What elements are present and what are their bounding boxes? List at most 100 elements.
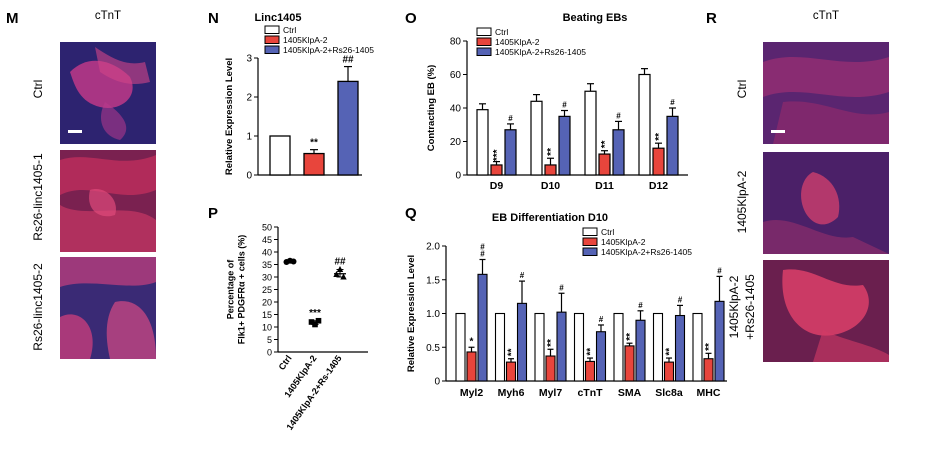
y-tick-label: 60: [450, 70, 462, 81]
legend-label: 1405KlpA-2+Rs26-1405: [495, 47, 586, 57]
y-tick-label: 30: [262, 273, 272, 283]
micrograph-r-klp-rs: [763, 260, 889, 362]
legend-swatch: [476, 37, 492, 46]
significance-mark: **: [546, 148, 557, 156]
significance-mark: **: [664, 348, 675, 356]
significance-mark: #: [678, 295, 683, 304]
significance-mark: #: [480, 242, 485, 251]
row-label-rs-r: +Rs26-1405: [743, 274, 757, 340]
significance-mark: #: [599, 315, 604, 324]
significance-mark: ##: [342, 55, 354, 66]
y-tick-label: 10: [262, 323, 272, 333]
significance-mark: #: [508, 114, 513, 123]
bar: [556, 311, 567, 382]
significance-mark: ***: [492, 149, 503, 161]
y-axis-label: Relative Expression Level: [224, 58, 235, 175]
bar: [476, 109, 489, 176]
significance-mark: #: [520, 271, 525, 280]
chart-o-beating-ebs: Beating EBs Ctrl1405KlpA-21405KlpA-2+Rs26…: [426, 12, 688, 192]
bar: [692, 312, 703, 382]
bar: [652, 147, 665, 176]
significance-mark: *: [470, 336, 474, 347]
bar: [584, 90, 597, 176]
panel-r-title: cTnT: [812, 10, 840, 22]
data-point: [336, 266, 344, 272]
bar: [612, 129, 625, 176]
x-tick-label: Myl2: [460, 387, 484, 399]
y-tick-label: 50: [262, 223, 272, 233]
y-tick-label: 1: [246, 132, 252, 143]
panel-letter-r: R: [706, 10, 717, 27]
x-tick-label: SMA: [618, 387, 642, 399]
data-point: [333, 271, 340, 277]
bar: [490, 164, 503, 176]
bar: [598, 153, 611, 176]
bar: [635, 319, 646, 382]
panel-letter-q: Q: [405, 205, 417, 222]
bar: [674, 314, 686, 382]
bar: [494, 312, 506, 382]
y-tick-label: 5: [267, 335, 272, 345]
significance-mark: **: [546, 339, 557, 347]
y-tick-label: 0.5: [426, 343, 440, 354]
micrograph-r-klp-svg: [763, 152, 889, 254]
data-point: [312, 321, 318, 328]
y-tick-label: 45: [262, 235, 272, 245]
x-tick-label: D9: [490, 180, 504, 192]
bar: [624, 345, 635, 382]
y-tick-label: 40: [262, 248, 272, 258]
y-tick-label: 0: [267, 348, 272, 358]
significance-mark: **: [600, 140, 611, 148]
bar: [544, 164, 557, 176]
legend-label: Ctrl: [495, 27, 508, 37]
significance-mark: **: [310, 138, 318, 149]
significance-mark: **: [704, 343, 715, 351]
bar: [638, 73, 651, 176]
y-tick-label: 3: [246, 54, 252, 65]
micrograph-rs26-2-svg: [60, 257, 156, 359]
x-tick-label: D12: [649, 180, 668, 192]
bar: [530, 100, 543, 176]
legend-swatch: [582, 237, 598, 246]
row-label-rs26-1: Rs26-linc1405-1: [31, 153, 45, 241]
micrograph-ctrl: [60, 42, 156, 144]
y-axis-label: Percentage of: [226, 259, 236, 320]
legend-label: 1405KlpA-2: [495, 37, 540, 47]
significance-mark: #: [638, 301, 643, 310]
significance-mark: #: [670, 98, 675, 107]
y-tick-label: 35: [262, 260, 272, 270]
legend-swatch: [476, 47, 492, 56]
legend-swatch: [476, 27, 492, 36]
significance-mark: #: [616, 111, 621, 120]
row-label-klp-r: 1405KlpA-2: [735, 170, 749, 234]
significance-mark: #: [717, 266, 722, 275]
bar: [666, 115, 679, 176]
x-tick-label: D10: [541, 180, 560, 192]
y-tick-label: 80: [450, 37, 462, 48]
x-tick-label: Myh6: [498, 387, 525, 399]
y-axis-label: Contracting EB (%): [426, 65, 437, 152]
x-tick-label: Myl7: [539, 387, 563, 399]
y-tick-label: 0: [434, 377, 440, 388]
y-tick-label: 0: [455, 171, 461, 182]
bar: [613, 312, 624, 382]
micrograph-r-klp-rs-svg: [763, 260, 889, 362]
significance-mark: ***: [309, 308, 321, 319]
significance-mark: #: [562, 101, 567, 110]
legend-label: Ctrl: [283, 25, 296, 35]
y-tick-label: 2.0: [426, 242, 440, 253]
legend-label: 1405KlpA-2: [601, 237, 646, 247]
legend-label: Ctrl: [601, 227, 614, 237]
legend-label: 1405KlpA-2+Rs26-1405: [283, 45, 374, 55]
legend-label: 1405KlpA-2: [283, 35, 328, 45]
bar: [584, 360, 596, 382]
legend-swatch: [264, 25, 280, 34]
micrograph-r-ctrl: [763, 42, 889, 144]
y-tick-label: 25: [262, 285, 272, 295]
bar: [534, 312, 545, 382]
legend-swatch: [582, 227, 598, 236]
bar: [714, 300, 725, 382]
legend-swatch: [582, 247, 598, 256]
y-axis-label: Flk1+ PDGFRα + cells (%): [237, 235, 247, 345]
data-point: [340, 273, 347, 280]
